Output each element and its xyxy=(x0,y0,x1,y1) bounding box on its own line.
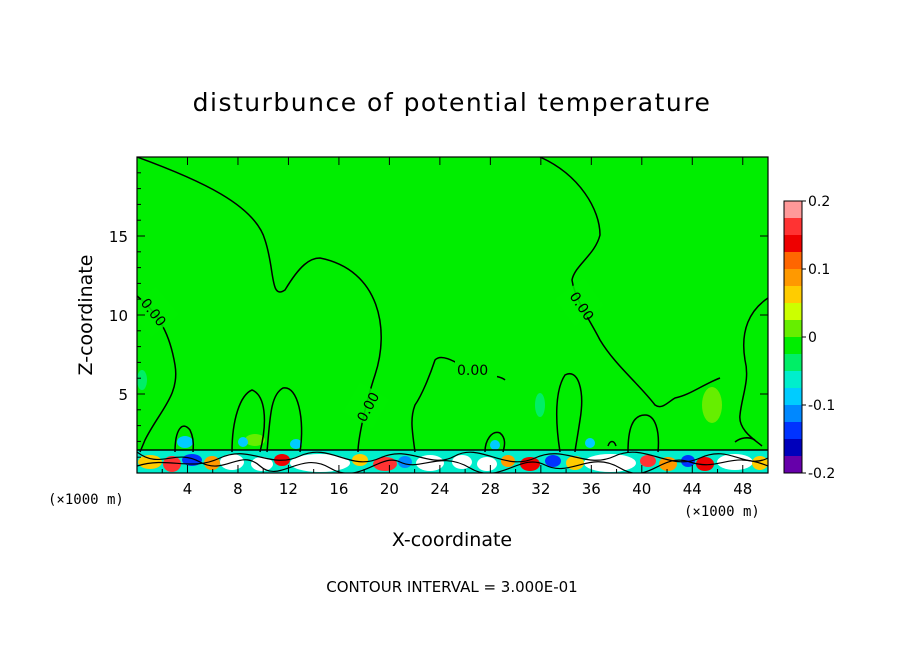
y-tick-label: 15 xyxy=(109,228,128,246)
field-patch xyxy=(245,434,265,446)
field-patch xyxy=(137,370,147,390)
x-unit-right: (×1000 m) xyxy=(684,504,760,520)
colorbar-swatch xyxy=(784,235,802,253)
x-tick-label: 32 xyxy=(531,480,550,498)
x-tick-label: 4 xyxy=(183,480,193,498)
x-tick-label: 28 xyxy=(481,480,500,498)
colorbar-tick-label: 0 xyxy=(808,330,817,346)
colorbar-swatch xyxy=(784,439,802,457)
y-tick-label: 5 xyxy=(118,386,128,404)
x-axis: 4 8 12 16 20 24 28 32 36 40 44 48 xyxy=(161,157,752,498)
colorbar-tick-label: -0.2 xyxy=(808,466,835,482)
x-unit-left: (×1000 m) xyxy=(48,492,124,508)
x-tick-label: 36 xyxy=(582,480,601,498)
colorbar-swatch xyxy=(784,456,802,474)
field-background xyxy=(137,157,768,473)
field-patch xyxy=(238,437,248,447)
colorbar-swatch xyxy=(784,422,802,440)
contour-label: 0.00 xyxy=(457,363,488,379)
x-axis-label: X-coordinate xyxy=(392,529,512,551)
colorbar-swatch xyxy=(784,320,802,338)
field-patch xyxy=(490,440,500,450)
colorbar-swatch xyxy=(784,286,802,304)
colorbar-swatch xyxy=(784,252,802,270)
colorbar-swatch xyxy=(784,337,802,355)
boundary-contour xyxy=(137,451,768,467)
x-tick-label: 16 xyxy=(329,480,348,498)
colorbar-swatch xyxy=(784,201,802,219)
contour-interval: CONTOUR INTERVAL = 3.000E-01 xyxy=(326,578,577,596)
x-tick-label: 12 xyxy=(279,480,298,498)
boundary-contour xyxy=(137,451,768,473)
y-axis-label: Z-coordinate xyxy=(75,255,97,376)
colorbar-swatch xyxy=(784,269,802,287)
colorbar-tick-label: 0.2 xyxy=(808,194,830,210)
y-tick-label: 10 xyxy=(109,307,128,325)
field-patch xyxy=(177,436,193,448)
boundary-layer-blobs xyxy=(138,454,768,472)
x-tick-label: 20 xyxy=(380,480,399,498)
field-patch xyxy=(702,387,722,423)
plot-field: 0.00 0.00 0.00 0.00 xyxy=(137,157,768,473)
chart-title: disturbunce of potential temperature xyxy=(193,88,712,117)
x-tick-label: 40 xyxy=(632,480,651,498)
colorbar-swatch xyxy=(784,405,802,423)
field-patch xyxy=(585,438,595,448)
x-tick-label: 8 xyxy=(233,480,243,498)
colorbar-swatch xyxy=(784,218,802,236)
colorbar-swatch xyxy=(784,303,802,321)
x-tick-label: 24 xyxy=(430,480,449,498)
colorbar-swatch xyxy=(784,354,802,372)
colorbar-tick-label: 0.1 xyxy=(808,262,830,278)
colorbar-swatch xyxy=(784,371,802,389)
y-axis: 5 10 15 xyxy=(109,172,768,458)
x-tick-label: 48 xyxy=(733,480,752,498)
field-patch xyxy=(290,439,302,449)
colorbar-swatch xyxy=(784,388,802,406)
x-tick-label: 44 xyxy=(683,480,702,498)
colorbar-tick-label: -0.1 xyxy=(808,398,835,414)
colorbar: 0.2 0.1 0 -0.1 -0.2 xyxy=(783,194,835,482)
field-patch xyxy=(535,393,545,417)
